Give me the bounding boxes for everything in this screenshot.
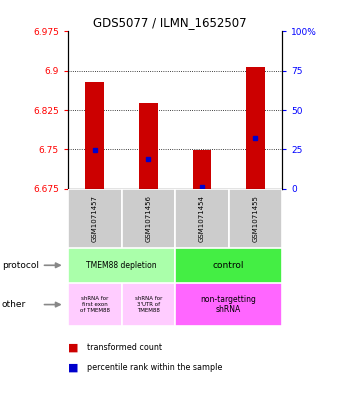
Text: percentile rank within the sample: percentile rank within the sample	[87, 363, 222, 372]
Text: control: control	[213, 261, 244, 270]
Text: GDS5077 / ILMN_1652507: GDS5077 / ILMN_1652507	[93, 16, 247, 29]
Bar	[192, 151, 211, 189]
Text: GSM1071454: GSM1071454	[199, 195, 205, 242]
Text: GSM1071456: GSM1071456	[145, 195, 151, 242]
Text: shRNA for
first exon
of TMEM88: shRNA for first exon of TMEM88	[80, 296, 110, 313]
Text: ■: ■	[68, 343, 79, 353]
Text: GSM1071457: GSM1071457	[92, 195, 98, 242]
Bar	[246, 66, 265, 189]
Bar	[121, 283, 175, 326]
Bar	[175, 189, 228, 248]
Text: non-targetting
shRNA: non-targetting shRNA	[201, 295, 257, 314]
Bar	[85, 82, 104, 189]
Bar	[175, 248, 282, 283]
Bar	[68, 283, 121, 326]
Text: TMEM88 depletion: TMEM88 depletion	[86, 261, 157, 270]
Text: protocol: protocol	[2, 261, 39, 270]
Bar	[121, 189, 175, 248]
Text: transformed count: transformed count	[87, 343, 162, 352]
Text: GSM1071455: GSM1071455	[252, 195, 258, 242]
Bar	[68, 248, 175, 283]
Text: other: other	[2, 300, 26, 309]
Bar	[175, 283, 282, 326]
Text: ■: ■	[68, 362, 79, 373]
Text: shRNA for
3'UTR of
TMEM88: shRNA for 3'UTR of TMEM88	[135, 296, 162, 313]
Bar	[139, 103, 158, 189]
Bar	[228, 189, 282, 248]
Bar	[68, 189, 121, 248]
